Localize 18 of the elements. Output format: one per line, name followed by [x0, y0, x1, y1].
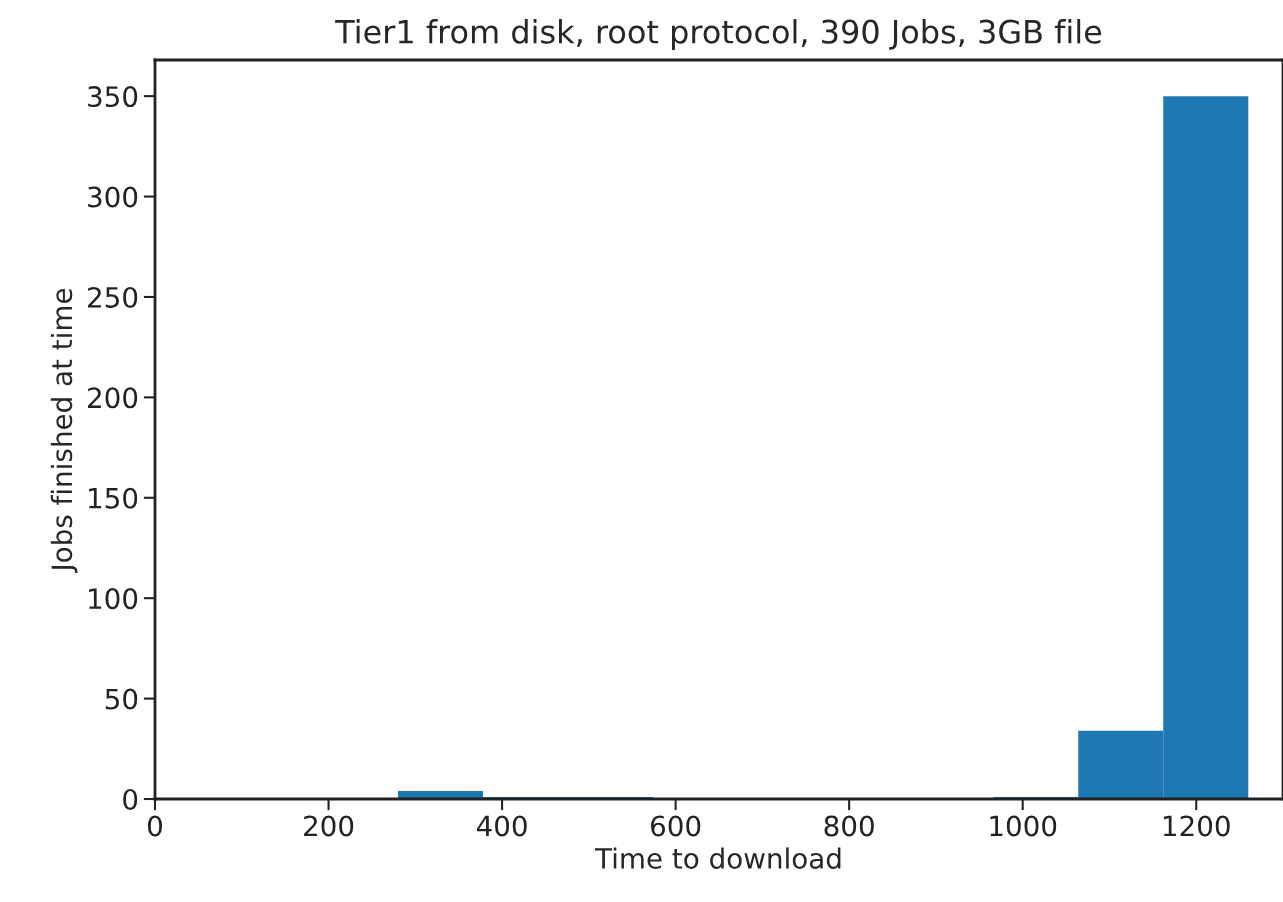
y-axis-title: Jobs finished at time — [50, 288, 78, 573]
y-tick-label: 50 — [105, 688, 138, 710]
x-axis-title: Time to download — [595, 847, 841, 869]
y-tick-label: 300 — [88, 186, 138, 208]
y-tick-label: 200 — [88, 387, 138, 409]
x-tick-label: 600 — [651, 815, 701, 837]
x-tick-label: 0 — [147, 815, 162, 837]
y-tick-label: 250 — [88, 286, 138, 308]
x-tick-label: 1200 — [1163, 815, 1230, 837]
y-tick-label: 350 — [88, 86, 138, 108]
y-tick-label: 150 — [89, 487, 138, 509]
x-tick-label: 1000 — [990, 815, 1057, 837]
y-tick-label: 0 — [123, 788, 138, 810]
chart-title: Tier1 from disk, root protocol, 390 Jobs, 3GB file — [335, 19, 1102, 50]
x-tick-label: 800 — [824, 815, 874, 837]
x-tick-label: 200 — [304, 815, 354, 837]
y-tick-label: 100 — [89, 588, 138, 610]
x-tick-label: 400 — [476, 815, 527, 837]
